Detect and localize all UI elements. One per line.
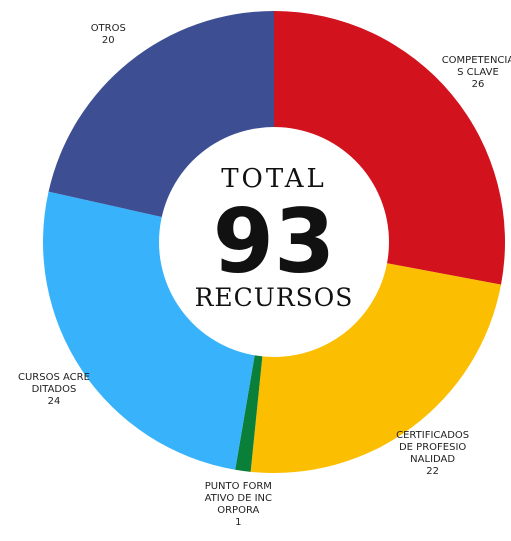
slice-value: 20 [101,35,115,47]
slice-value: 1 [235,516,242,528]
slice-value: 24 [47,395,61,407]
slice-name: CERTIFICADOS DE PROFESIONALIDAD [396,430,470,466]
slice-label: CERTIFICADOS DE PROFESIONALIDAD 22 [396,430,470,478]
slice-name: COMPETENCIAS CLAVE [441,54,511,78]
center-hole [159,127,389,357]
slice-name: OTROS [90,23,126,35]
slice-name: PUNTO FORMATIVO DE INCORPORA [204,480,273,516]
slice-label: PUNTO FORMATIVO DE INCORPORA 1 [201,481,275,529]
center-total: 93 [213,190,335,293]
slice-value: 22 [426,466,439,478]
center-title: TOTAL [221,164,327,194]
slice-value: 26 [471,78,485,90]
slice-label: OTROS 20 [71,23,145,47]
slice-label: COMPETENCIAS CLAVE 26 [441,55,511,91]
center-subtitle: RECURSOS [195,283,354,312]
slice-name: CURSOS ACREDITADOS [18,371,90,395]
slice-label: CURSOS ACREDITADOS 24 [17,372,91,408]
